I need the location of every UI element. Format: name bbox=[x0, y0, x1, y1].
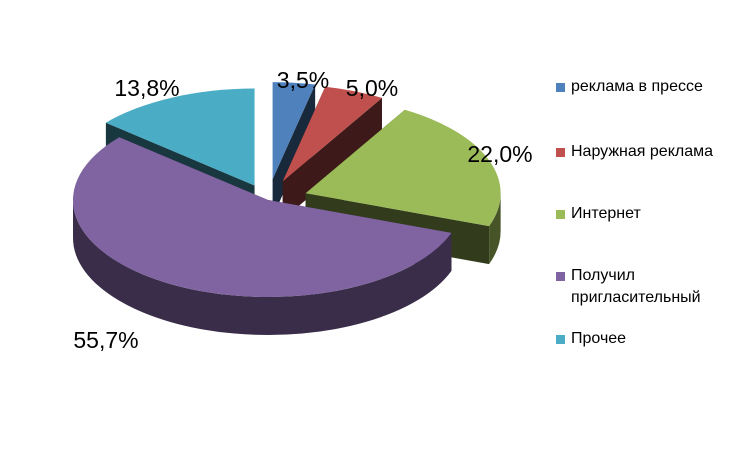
slice-top-face bbox=[105, 88, 255, 186]
legend-label: реклама в прессе bbox=[571, 78, 703, 95]
legend-swatch bbox=[556, 210, 565, 219]
legend-swatch bbox=[556, 148, 565, 157]
legend-label: Прочее bbox=[571, 330, 627, 347]
data-label-0: 3,5% bbox=[277, 67, 329, 93]
legend-item-invitation: Получил пригласительный bbox=[556, 265, 741, 309]
legend-swatch bbox=[556, 335, 565, 344]
slice-top-face bbox=[305, 109, 501, 227]
legend-label: Наружная реклама bbox=[571, 143, 714, 160]
data-label-4: 13,8% bbox=[114, 75, 179, 101]
data-label-2: 22,0% bbox=[467, 141, 532, 167]
slice-outer-wall bbox=[73, 200, 452, 335]
legend-swatch bbox=[556, 272, 565, 281]
legend-swatch bbox=[556, 83, 565, 92]
legend-label: Интернет bbox=[571, 205, 641, 222]
slice-top-face bbox=[282, 86, 382, 182]
slice-top-face bbox=[72, 137, 452, 297]
slice-outer-wall bbox=[489, 193, 501, 265]
legend-item-other: Прочее bbox=[556, 328, 741, 350]
legend-item-outdoor: Наружная реклама bbox=[556, 141, 741, 163]
data-label-3: 55,7% bbox=[73, 327, 138, 353]
legend-item-press: реклама в прессе bbox=[556, 76, 741, 98]
slice-top-face bbox=[272, 82, 316, 180]
pie-slice-3 bbox=[72, 137, 452, 335]
slice-side-wall bbox=[282, 97, 382, 220]
legend-label: Получил пригласительный bbox=[571, 267, 701, 306]
data-label-1: 5,0% bbox=[346, 75, 398, 101]
pie-slice-1 bbox=[282, 86, 382, 220]
legend-item-internet: Интернет bbox=[556, 203, 741, 225]
